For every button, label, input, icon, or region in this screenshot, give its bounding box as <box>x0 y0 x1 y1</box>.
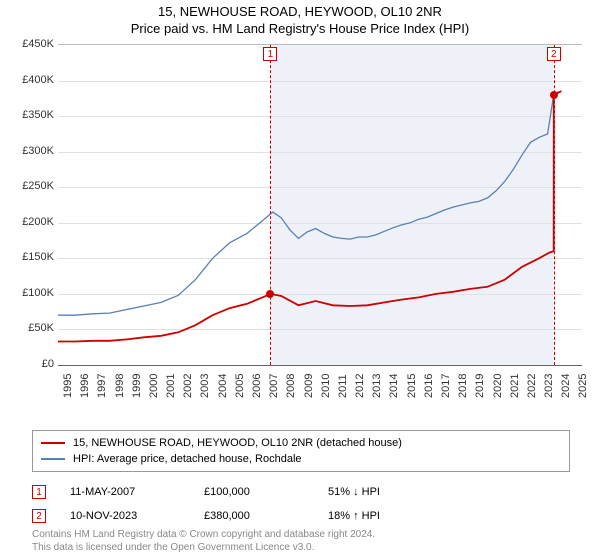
x-axis-label: 2019 <box>474 374 486 398</box>
chart-area: 12 £0£50K£100K£150K£200K£250K£300K£350K£… <box>10 44 590 424</box>
footer-text: Contains HM Land Registry data © Crown c… <box>32 528 375 554</box>
legend-swatch <box>41 442 65 444</box>
x-axis-label: 2008 <box>285 374 297 398</box>
x-axis-label: 1995 <box>62 374 74 398</box>
event-row: 1 11-MAY-2007 £100,000 51% ↓ HPI <box>32 482 582 502</box>
chart-container: 15, NEWHOUSE ROAD, HEYWOOD, OL10 2NR Pri… <box>0 0 600 560</box>
x-axis-label: 2021 <box>509 374 521 398</box>
chart-subtitle: Price paid vs. HM Land Registry's House … <box>0 21 600 36</box>
x-axis-label: 2005 <box>234 374 246 398</box>
footer-line: This data is licensed under the Open Gov… <box>32 541 375 554</box>
y-axis-label: £100K <box>10 287 54 299</box>
chart-title: 15, NEWHOUSE ROAD, HEYWOOD, OL10 2NR <box>0 4 600 19</box>
x-axis-label: 2025 <box>577 374 589 398</box>
line-layer <box>58 45 582 365</box>
x-axis-label: 2009 <box>303 374 315 398</box>
plot-area: 12 <box>58 44 582 366</box>
event-price: £380,000 <box>204 510 304 522</box>
event-price: £100,000 <box>204 486 304 498</box>
x-axis-label: 2003 <box>199 374 211 398</box>
events-block: 1 11-MAY-2007 £100,000 51% ↓ HPI 2 10-NO… <box>32 482 582 526</box>
y-axis-label: £200K <box>10 216 54 228</box>
legend-swatch <box>41 458 65 460</box>
x-axis-label: 2006 <box>251 374 263 398</box>
y-axis-label: £400K <box>10 74 54 86</box>
y-axis-label: £450K <box>10 38 54 50</box>
x-axis-label: 2001 <box>165 374 177 398</box>
event-delta: 51% ↓ HPI <box>328 486 380 498</box>
legend-label: HPI: Average price, detached house, Roch… <box>73 453 302 465</box>
x-axis-label: 2011 <box>337 374 349 398</box>
event-row: 2 10-NOV-2023 £380,000 18% ↑ HPI <box>32 506 582 526</box>
x-axis-label: 2013 <box>371 374 383 398</box>
event-marker-icon: 2 <box>32 509 46 523</box>
x-axis-label: 1996 <box>79 374 91 398</box>
y-axis-label: £50K <box>10 322 54 334</box>
x-axis-label: 2010 <box>320 374 332 398</box>
x-axis-label: 2015 <box>406 374 418 398</box>
x-axis-label: 2002 <box>182 374 194 398</box>
x-axis-label: 1998 <box>114 374 126 398</box>
x-axis-label: 2000 <box>148 374 160 398</box>
event-marker-icon: 1 <box>32 485 46 499</box>
x-axis-label: 2007 <box>268 374 280 398</box>
legend-area: 15, NEWHOUSE ROAD, HEYWOOD, OL10 2NR (de… <box>32 430 582 530</box>
x-axis-label: 2014 <box>388 374 400 398</box>
legend-box: 15, NEWHOUSE ROAD, HEYWOOD, OL10 2NR (de… <box>32 430 570 472</box>
event-date: 10-NOV-2023 <box>70 510 180 522</box>
x-axis-label: 2017 <box>440 374 452 398</box>
x-axis-label: 2022 <box>526 374 538 398</box>
x-axis-label: 2020 <box>492 374 504 398</box>
x-axis-label: 1999 <box>131 374 143 398</box>
y-axis-label: £250K <box>10 180 54 192</box>
y-axis-label: £0 <box>10 358 54 370</box>
x-axis-label: 2023 <box>543 374 555 398</box>
x-axis-label: 2016 <box>423 374 435 398</box>
y-axis-label: £150K <box>10 251 54 263</box>
x-axis-label: 2024 <box>560 374 572 398</box>
title-block: 15, NEWHOUSE ROAD, HEYWOOD, OL10 2NR Pri… <box>0 0 600 36</box>
y-axis-label: £350K <box>10 109 54 121</box>
event-date: 11-MAY-2007 <box>70 486 180 498</box>
legend-item: HPI: Average price, detached house, Roch… <box>41 451 561 467</box>
y-axis-label: £300K <box>10 145 54 157</box>
event-delta: 18% ↑ HPI <box>328 510 380 522</box>
footer-line: Contains HM Land Registry data © Crown c… <box>32 528 375 541</box>
marker-box-icon: 2 <box>547 47 561 61</box>
legend-item: 15, NEWHOUSE ROAD, HEYWOOD, OL10 2NR (de… <box>41 435 561 451</box>
x-axis-label: 2004 <box>217 374 229 398</box>
x-axis-label: 2012 <box>354 374 366 398</box>
marker-box-icon: 1 <box>263 47 277 61</box>
legend-label: 15, NEWHOUSE ROAD, HEYWOOD, OL10 2NR (de… <box>73 437 402 449</box>
x-axis-label: 2018 <box>457 374 469 398</box>
x-axis-label: 1997 <box>96 374 108 398</box>
